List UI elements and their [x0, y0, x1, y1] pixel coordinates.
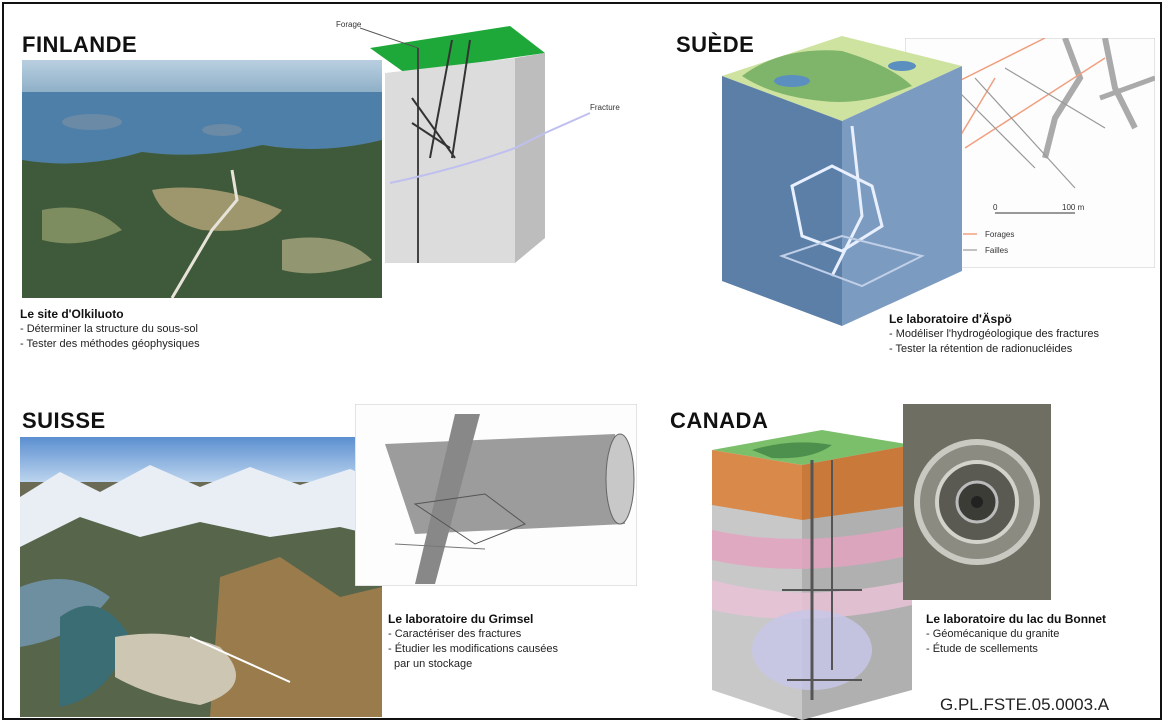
caption-lines-grimsel: - Caractériser des fractures - Étudier l…: [388, 627, 558, 672]
caption-line: - Étudier les modifications causées: [388, 643, 558, 655]
caption-line: - Géomécanique du granite: [926, 628, 1060, 640]
photo-shaft: [903, 404, 1051, 600]
caption-lines-bonnet: - Géomécanique du granite - Étude de sce…: [926, 627, 1059, 657]
caption-lines-aspo: - Modéliser l'hydrogéologique des fractu…: [889, 327, 1099, 357]
caption-line: - Tester la rétention de radionucléides: [889, 343, 1073, 355]
title-canada: CANADA: [670, 408, 769, 433]
caption-title-aspo: Le laboratoire d'Äspö: [889, 312, 1012, 326]
caption-title-bonnet: Le laboratoire du lac du Bonnet: [926, 612, 1107, 626]
caption-line: - Tester des méthodes géophysiques: [20, 338, 200, 350]
caption-title-olkiluoto: Le site d'Olkiluoto: [20, 307, 124, 321]
grimsel-tunnel-diagram: [355, 404, 637, 586]
caption-line: - Caractériser des fractures: [388, 628, 522, 640]
legend-faults: Failles: [985, 246, 1009, 255]
title-switzerland: SUISSE: [22, 408, 106, 433]
lac-du-bonnet-cube: [712, 430, 912, 720]
document-reference: G.PL.FSTE.05.0003.A: [940, 695, 1110, 714]
caption-line: - Étude de scellements: [926, 643, 1038, 655]
photo-grimsel: [20, 437, 382, 717]
label-fracture: Fracture: [590, 103, 620, 112]
caption-lines-olkiluoto: - Déterminer la structure du sous-sol - …: [20, 322, 200, 352]
photo-olkiluoto: [22, 60, 382, 298]
caption-line: - Déterminer la structure du sous-sol: [20, 323, 198, 335]
aspo-cube-diagram: [722, 36, 962, 326]
caption-line: - Modéliser l'hydrogéologique des fractu…: [889, 328, 1099, 340]
label-borehole: Forage: [336, 20, 362, 29]
borehole-block-diagram: [360, 26, 591, 263]
legend-boreholes: Forages: [985, 230, 1015, 239]
scale-zero: 0: [993, 203, 998, 212]
title-finland: FINLANDE: [22, 32, 138, 57]
scale-end: 100 m: [1062, 203, 1085, 212]
caption-title-grimsel: Le laboratoire du Grimsel: [388, 612, 534, 626]
caption-line: par un stockage: [394, 658, 473, 670]
title-sweden: SUÈDE: [676, 32, 755, 57]
